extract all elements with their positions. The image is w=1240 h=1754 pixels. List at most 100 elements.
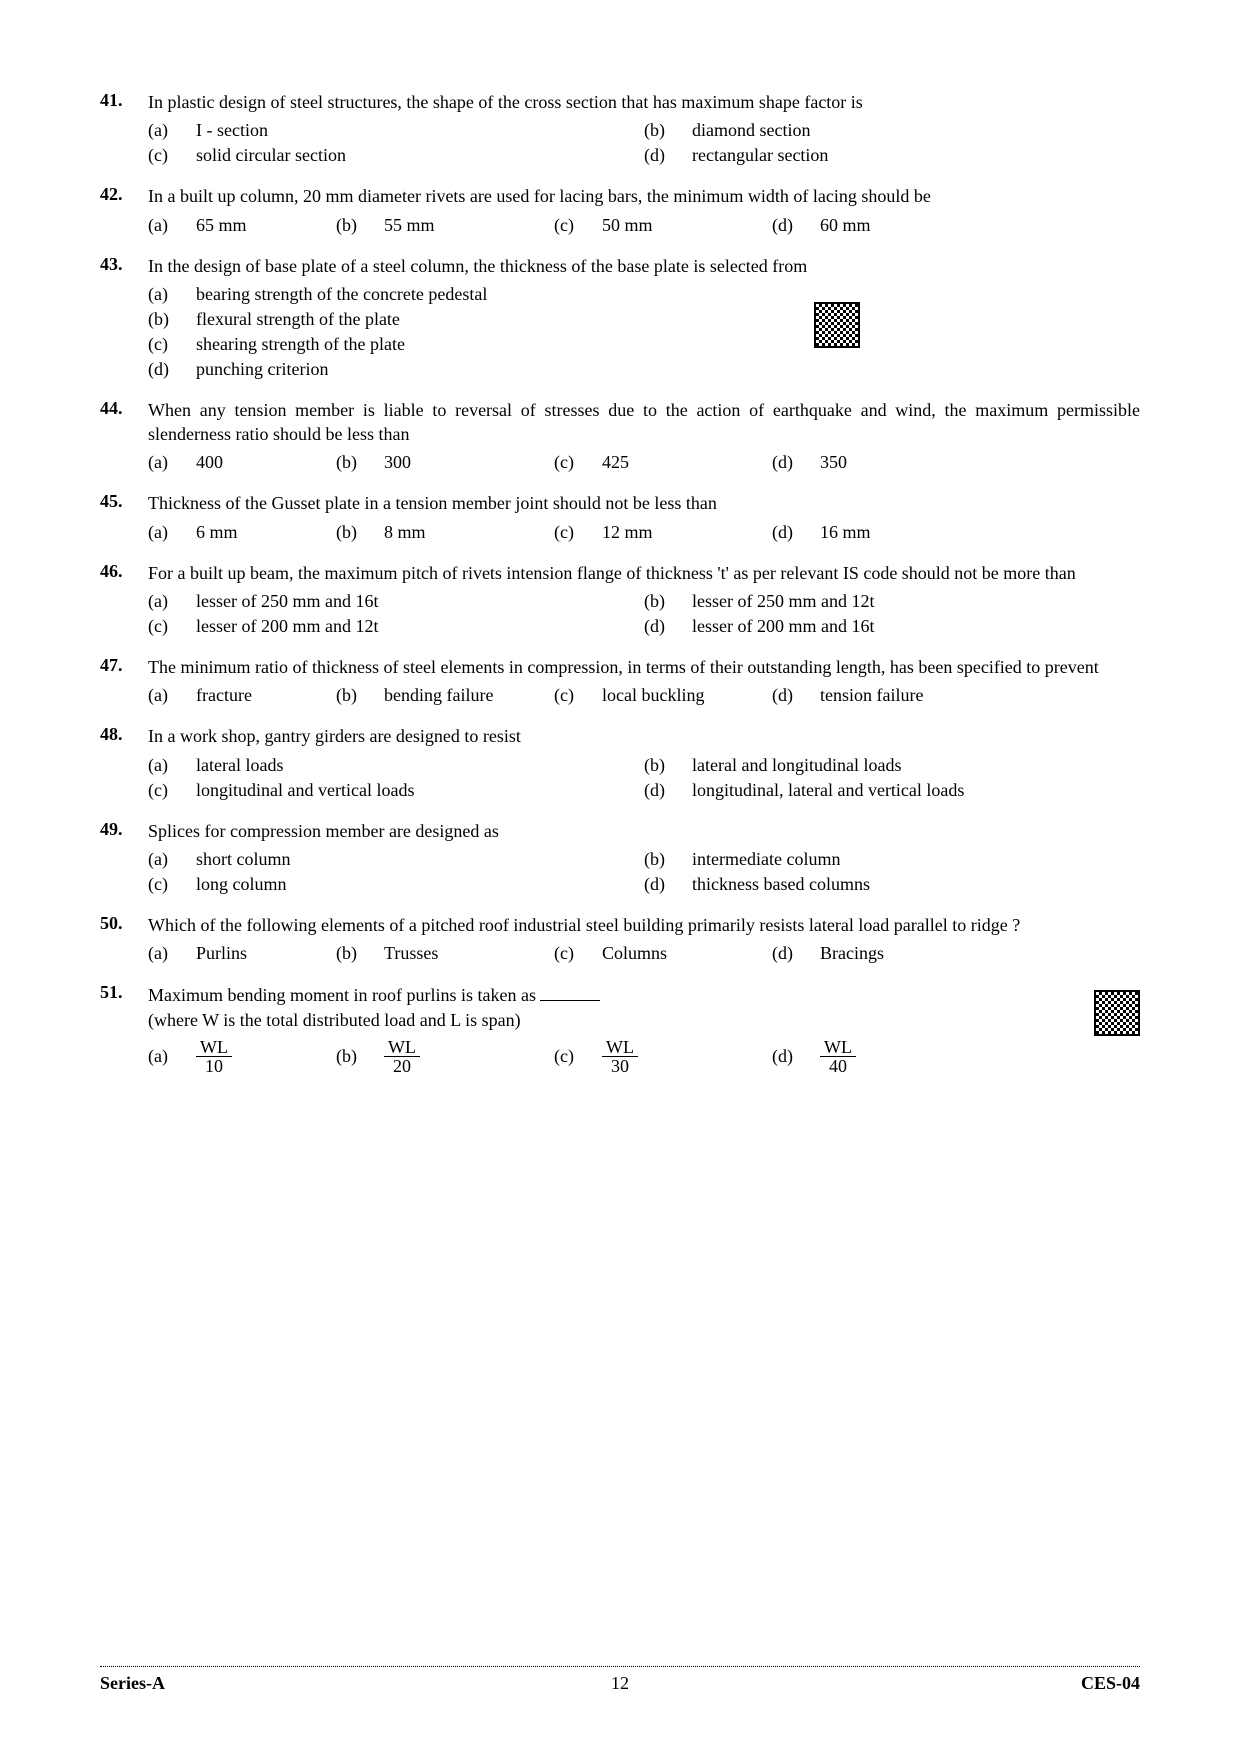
option-text: 60 mm <box>820 215 1140 236</box>
question-number: 51. <box>100 982 148 1075</box>
question-text: For a built up beam, the maximum pitch o… <box>148 561 1140 585</box>
options: (a)fracture(b)bending failure(c)local bu… <box>148 685 1140 706</box>
option-label: (d) <box>772 215 820 236</box>
fraction-numerator: WL <box>384 1038 420 1057</box>
question-body: Splices for compression member are desig… <box>148 819 1140 895</box>
question-number: 41. <box>100 90 148 166</box>
question-body: For a built up beam, the maximum pitch o… <box>148 561 1140 637</box>
fraction-denominator: 10 <box>196 1057 232 1075</box>
option-text: shearing strength of the plate <box>196 334 1140 355</box>
question: 49.Splices for compression member are de… <box>100 819 1140 895</box>
question-number: 45. <box>100 491 148 542</box>
question-text: In the design of base plate of a steel c… <box>148 254 1140 278</box>
options: (a)I - section(b)diamond section(c)solid… <box>148 120 1140 166</box>
option-label: (c) <box>554 215 602 236</box>
option-text: local buckling <box>602 685 772 706</box>
option-label: (d) <box>644 145 692 166</box>
footer-page: 12 <box>611 1673 629 1694</box>
question-number: 47. <box>100 655 148 706</box>
option-label: (a) <box>148 685 196 706</box>
fraction-denominator: 20 <box>384 1057 420 1075</box>
option-label: (c) <box>148 780 196 801</box>
fraction-denominator: 30 <box>602 1057 638 1075</box>
option-label: (d) <box>772 685 820 706</box>
option-label: (d) <box>772 943 820 964</box>
option-text: lesser of 200 mm and 12t <box>196 616 644 637</box>
option-text: lesser of 250 mm and 12t <box>692 591 1140 612</box>
option-label: (d) <box>772 1046 820 1067</box>
option-label: (d) <box>148 359 196 380</box>
question-text: When any tension member is liable to rev… <box>148 398 1140 447</box>
question: 44.When any tension member is liable to … <box>100 398 1140 474</box>
option-label: (b) <box>644 849 692 870</box>
option-text: intermediate column <box>692 849 1140 870</box>
option-label: (a) <box>148 215 196 236</box>
option-label: (b) <box>336 452 384 473</box>
footer-code: CES-04 <box>1081 1673 1140 1694</box>
option-text: lateral and longitudinal loads <box>692 755 1140 776</box>
question-body: Which of the following elements of a pit… <box>148 913 1140 964</box>
option-text: 12 mm <box>602 522 772 543</box>
question: 51.Maximum bending moment in roof purlin… <box>100 982 1140 1075</box>
options: (a)Purlins(b)Trusses(c)Columns(d)Bracing… <box>148 943 1140 964</box>
option-text: lesser of 200 mm and 16t <box>692 616 1140 637</box>
question-body: In a built up column, 20 mm diameter riv… <box>148 184 1140 235</box>
option-text: short column <box>196 849 644 870</box>
option-text: WL20 <box>384 1038 554 1075</box>
options: (a)6 mm(b)8 mm(c)12 mm(d)16 mm <box>148 522 1140 543</box>
question-text: Maximum bending moment in roof purlins i… <box>148 982 1140 1032</box>
options: (a)bearing strength of the concrete pede… <box>148 284 1140 380</box>
option-text: 8 mm <box>384 522 554 543</box>
option-text: WL30 <box>602 1038 772 1075</box>
option-label: (c) <box>148 616 196 637</box>
question-number: 43. <box>100 254 148 380</box>
option-label: (c) <box>554 452 602 473</box>
option-label: (b) <box>336 943 384 964</box>
question-body: In the design of base plate of a steel c… <box>148 254 1140 380</box>
question-number: 50. <box>100 913 148 964</box>
question-text: In plastic design of steel structures, t… <box>148 90 1140 114</box>
fraction: WL20 <box>384 1038 420 1075</box>
options: (a)lateral loads(b)lateral and longitudi… <box>148 755 1140 801</box>
option-label: (c) <box>148 145 196 166</box>
question-body: Thickness of the Gusset plate in a tensi… <box>148 491 1140 542</box>
option-text: 350 <box>820 452 1140 473</box>
fraction-numerator: WL <box>602 1038 638 1057</box>
question: 50.Which of the following elements of a … <box>100 913 1140 964</box>
option-label: (a) <box>148 591 196 612</box>
option-label: (b) <box>336 685 384 706</box>
fraction: WL10 <box>196 1038 232 1075</box>
option-text: longitudinal, lateral and vertical loads <box>692 780 1140 801</box>
question-number: 46. <box>100 561 148 637</box>
option-text: Trusses <box>384 943 554 964</box>
option-text: flexural strength of the plate <box>196 309 1140 330</box>
option-label: (a) <box>148 755 196 776</box>
question: 48.In a work shop, gantry girders are de… <box>100 724 1140 800</box>
option-text: 6 mm <box>196 522 336 543</box>
question-text: Which of the following elements of a pit… <box>148 913 1140 937</box>
fraction: WL30 <box>602 1038 638 1075</box>
option-text: Bracings <box>820 943 1140 964</box>
option-label: (a) <box>148 120 196 141</box>
option-text: 50 mm <box>602 215 772 236</box>
option-text: Purlins <box>196 943 336 964</box>
qr-code-icon <box>1094 990 1140 1036</box>
question-number: 48. <box>100 724 148 800</box>
option-text: WL10 <box>196 1038 336 1075</box>
question: 46.For a built up beam, the maximum pitc… <box>100 561 1140 637</box>
question: 47.The minimum ratio of thickness of ste… <box>100 655 1140 706</box>
option-text: Columns <box>602 943 772 964</box>
question-number: 49. <box>100 819 148 895</box>
options: (a)WL10(b)WL20(c)WL30(d)WL40 <box>148 1038 1140 1075</box>
option-text: solid circular section <box>196 145 644 166</box>
option-label: (c) <box>148 874 196 895</box>
option-label: (d) <box>644 780 692 801</box>
option-label: (b) <box>644 120 692 141</box>
question-text: Thickness of the Gusset plate in a tensi… <box>148 491 1140 515</box>
option-label: (a) <box>148 943 196 964</box>
options: (a)short column(b)intermediate column(c)… <box>148 849 1140 895</box>
question-body: In plastic design of steel structures, t… <box>148 90 1140 166</box>
fraction-numerator: WL <box>196 1038 232 1057</box>
option-label: (b) <box>336 1046 384 1067</box>
question-text: In a work shop, gantry girders are desig… <box>148 724 1140 748</box>
